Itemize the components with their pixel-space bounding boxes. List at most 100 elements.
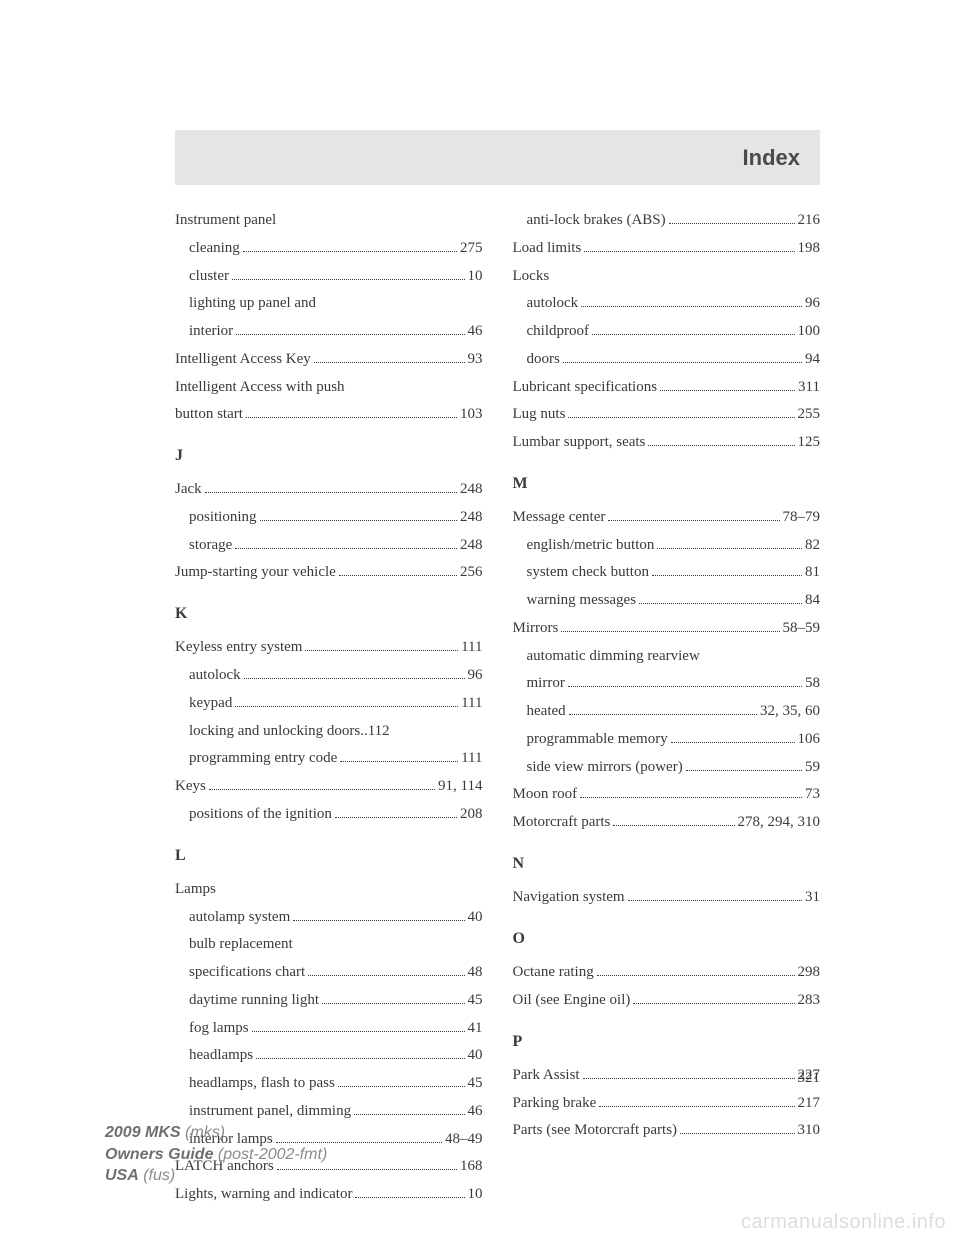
index-entry-line: Intelligent Access with push (175, 377, 483, 399)
leader-dots (597, 975, 795, 976)
index-entry: Locks (513, 266, 821, 288)
index-entry-line: Jump-starting your vehicle256 (175, 562, 483, 584)
index-entry-label: Octane rating (513, 962, 594, 984)
index-entry-page: 46 (468, 1101, 483, 1123)
index-entry: interior46 (175, 321, 483, 343)
index-entry: anti-lock brakes (ABS)216 (513, 210, 821, 232)
index-entry-page: 41 (468, 1018, 483, 1040)
index-entry-page: 96 (468, 665, 483, 687)
leader-dots (232, 279, 465, 280)
leader-dots (322, 1003, 465, 1004)
index-entry: warning messages 84 (513, 590, 821, 612)
index-entry-page: 84 (805, 590, 820, 612)
index-entry-label: Jack (175, 479, 202, 501)
index-entry-page: 311 (798, 377, 820, 399)
leader-dots (305, 650, 458, 651)
index-entry-label: locking and unlocking doors (189, 721, 360, 743)
leader-dots (561, 631, 779, 632)
index-entry-line: Keyless entry system111 (175, 637, 483, 659)
index-entry: autolamp system40 (175, 907, 483, 929)
index-entry-line: Keys91, 114 (175, 776, 483, 798)
index-entry-line: positioning248 (175, 507, 483, 529)
index-entry-label: button start (175, 404, 243, 426)
index-entry-line: Message center78–79 (513, 507, 821, 529)
index-entry-page: 198 (798, 238, 821, 260)
index-entry: button start103 (175, 404, 483, 426)
index-entry-page: 106 (798, 729, 821, 751)
index-entry-label: keypad (189, 693, 232, 715)
index-entry-label: Keyless entry system (175, 637, 302, 659)
index-entry: positioning248 (175, 507, 483, 529)
index-entry: Mirrors58–59 (513, 618, 821, 640)
index-entry-label: bulb replacement (189, 934, 293, 956)
index-entry-page: 73 (805, 784, 820, 806)
index-entry: Park Assist227 (513, 1065, 821, 1087)
index-entry-label: warning messages (527, 590, 637, 612)
index-entry-line: Parking brake217 (513, 1093, 821, 1115)
index-entry: Parking brake217 (513, 1093, 821, 1115)
index-entry-page: 58 (805, 673, 820, 695)
leader-dots (260, 520, 457, 521)
index-entry: cluster10 (175, 266, 483, 288)
index-entry-line: childproof100 (513, 321, 821, 343)
index-entry: childproof100 (513, 321, 821, 343)
leader-dots (340, 761, 458, 762)
header-band: Index (175, 130, 820, 185)
index-entry-line: lighting up panel and (175, 293, 483, 315)
index-entry-page: 255 (798, 404, 821, 426)
leader-dots (568, 417, 794, 418)
index-entry: Octane rating298 (513, 962, 821, 984)
index-entry-label: Instrument panel (175, 210, 276, 232)
index-column-right: anti-lock brakes (ABS)216 Load limits 198 L… (513, 210, 821, 1212)
index-entry-label: autolamp system (189, 907, 290, 929)
leader-dots (580, 797, 802, 798)
leader-dots (660, 390, 795, 391)
index-entry: lighting up panel and (175, 293, 483, 315)
leader-dots (599, 1106, 794, 1107)
footer-line-2: Owners Guide (post-2002-fmt) (105, 1144, 327, 1166)
index-entry-label: instrument panel, dimming (189, 1101, 351, 1123)
index-entry-label: Mirrors (513, 618, 559, 640)
index-entry: Lubricant specifications311 (513, 377, 821, 399)
index-entry: locking and unlocking doors ..112 (175, 721, 483, 743)
index-entry-line: Locks (513, 266, 821, 288)
leader-dots (209, 789, 435, 790)
index-entry: Parts (see Motorcraft parts)310 (513, 1120, 821, 1142)
index-entry: cleaning275 (175, 238, 483, 260)
index-entry-label: daytime running light (189, 990, 319, 1012)
leader-dots (354, 1114, 464, 1115)
index-entry-label: Lights, warning and indicator (175, 1184, 352, 1206)
index-entry-page: 46 (468, 321, 483, 343)
leader-dots (235, 706, 458, 707)
index-entry: side view mirrors (power)59 (513, 757, 821, 779)
index-entry-line: autolock 96 (175, 665, 483, 687)
index-entry-page: 111 (461, 693, 482, 715)
leader-dots (252, 1031, 465, 1032)
footer-line-1: 2009 MKS (mks) (105, 1122, 327, 1144)
leader-dots (680, 1133, 794, 1134)
index-section-letter: P (513, 1030, 821, 1053)
index-entry-line: anti-lock brakes (ABS)216 (513, 210, 821, 232)
footer-guide-code: (post-2002-fmt) (213, 1146, 327, 1163)
page-number: 321 (798, 1070, 821, 1087)
footer-guide: Owners Guide (105, 1146, 213, 1163)
index-entry-label: autolock (189, 665, 241, 687)
index-entry-page: 310 (798, 1120, 821, 1142)
index-entry-line: Motorcraft parts278, 294, 310 (513, 812, 821, 834)
leader-dots (568, 686, 802, 687)
leader-dots (628, 900, 802, 901)
index-entry-line: Mirrors58–59 (513, 618, 821, 640)
leader-dots (633, 1003, 794, 1004)
index-entry: programming entry code111 (175, 748, 483, 770)
leader-dots (355, 1197, 464, 1198)
index-entry-label: Load limits (513, 238, 582, 260)
index-entry-line: Navigation system31 (513, 887, 821, 909)
index-entry-label: Locks (513, 266, 550, 288)
index-entry-page: 48–49 (445, 1129, 483, 1151)
index-entry-page: 283 (798, 990, 821, 1012)
index-entry: system check button81 (513, 562, 821, 584)
footer-region: USA (105, 1167, 139, 1184)
index-entry-label: childproof (527, 321, 589, 343)
index-entry-line: Octane rating298 (513, 962, 821, 984)
index-entry-label: Oil (see Engine oil) (513, 990, 631, 1012)
